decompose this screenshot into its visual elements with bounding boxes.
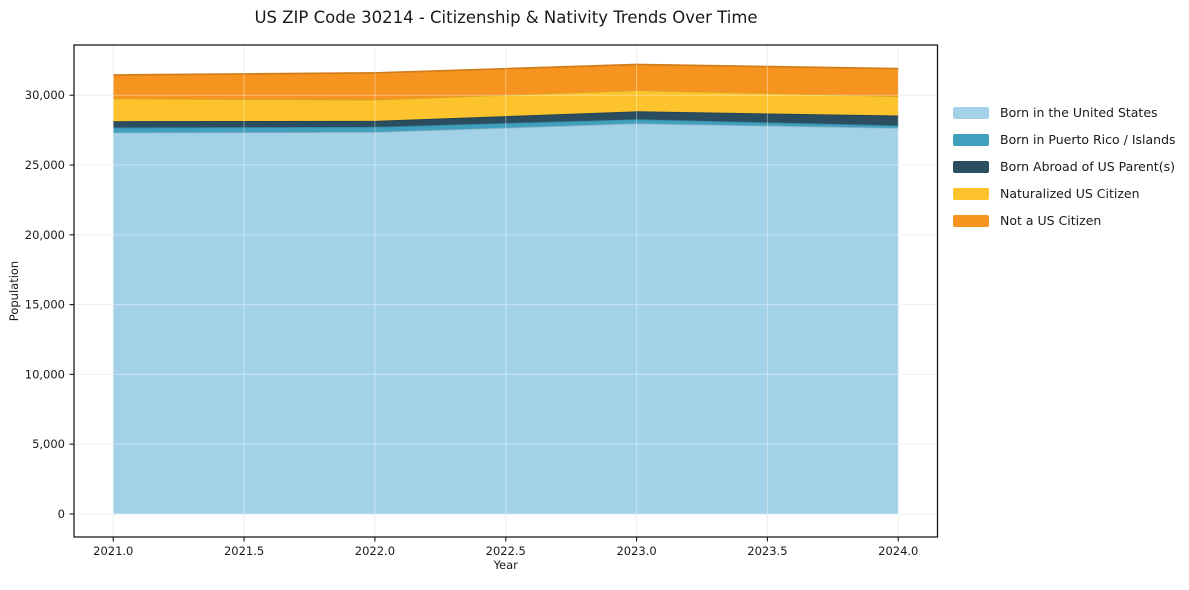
area-series-1 [113, 119, 899, 133]
area-series-2 [113, 111, 899, 128]
chart-title: US ZIP Code 30214 - Citizenship & Nativi… [254, 8, 758, 27]
area-series-3 [113, 90, 899, 122]
legend-item-4: Not a US Citizen [953, 213, 1176, 228]
legend-label: Naturalized US Citizen [1000, 186, 1140, 201]
area-series-4-edge [113, 63, 899, 76]
x-tick-label: 2022.0 [355, 544, 395, 558]
legend-item-1: Born in Puerto Rico / Islands [953, 132, 1176, 147]
x-axis-label: Year [493, 558, 519, 572]
y-tick-label: 10,000 [25, 367, 65, 381]
x-tick-label: 2021.0 [93, 544, 133, 558]
legend-item-0: Born in the United States [953, 105, 1176, 120]
legend-swatch-icon [953, 187, 989, 200]
y-tick-label: 25,000 [25, 158, 65, 172]
legend-label: Born in Puerto Rico / Islands [1000, 132, 1176, 147]
y-tick-label: 0 [58, 507, 65, 521]
x-tick-label: 2023.5 [747, 544, 787, 558]
x-tick-label: 2023.0 [616, 544, 656, 558]
legend-label: Not a US Citizen [1000, 213, 1102, 228]
legend-swatch-icon [953, 106, 989, 119]
axis-ticks [69, 94, 899, 542]
stacked-area-chart: 2021.0 2021.5 2022.0 2022.5 2023.0 2023.5 2024… [7, 44, 939, 572]
legend-swatch-icon [953, 133, 989, 146]
y-tick-label: 5,000 [32, 437, 65, 451]
legend-item-3: Naturalized US Citizen [953, 186, 1176, 201]
area-series-group [113, 63, 899, 515]
legend-label: Born Abroad of US Parent(s) [1000, 159, 1175, 174]
y-axis-label: Population [7, 261, 21, 321]
x-tick-label: 2022.5 [486, 544, 526, 558]
legend-item-2: Born Abroad of US Parent(s) [953, 159, 1176, 174]
tick-labels: 2021.0 2021.5 2022.0 2022.5 2023.0 2023.5 2024… [25, 88, 919, 558]
y-tick-label: 15,000 [25, 298, 65, 312]
legend-swatch-icon [953, 160, 989, 173]
y-tick-label: 30,000 [25, 88, 65, 102]
area-series-0 [113, 123, 899, 515]
legend-label: Born in the United States [1000, 105, 1158, 120]
area-series-4 [113, 64, 899, 100]
y-tick-label: 20,000 [25, 228, 65, 242]
x-tick-label: 2024.0 [878, 544, 918, 558]
legend: Born in the United States Born in Puerto … [953, 105, 1176, 228]
x-tick-label: 2021.5 [224, 544, 264, 558]
legend-swatch-icon [953, 214, 989, 227]
gridlines-over [74, 45, 938, 537]
